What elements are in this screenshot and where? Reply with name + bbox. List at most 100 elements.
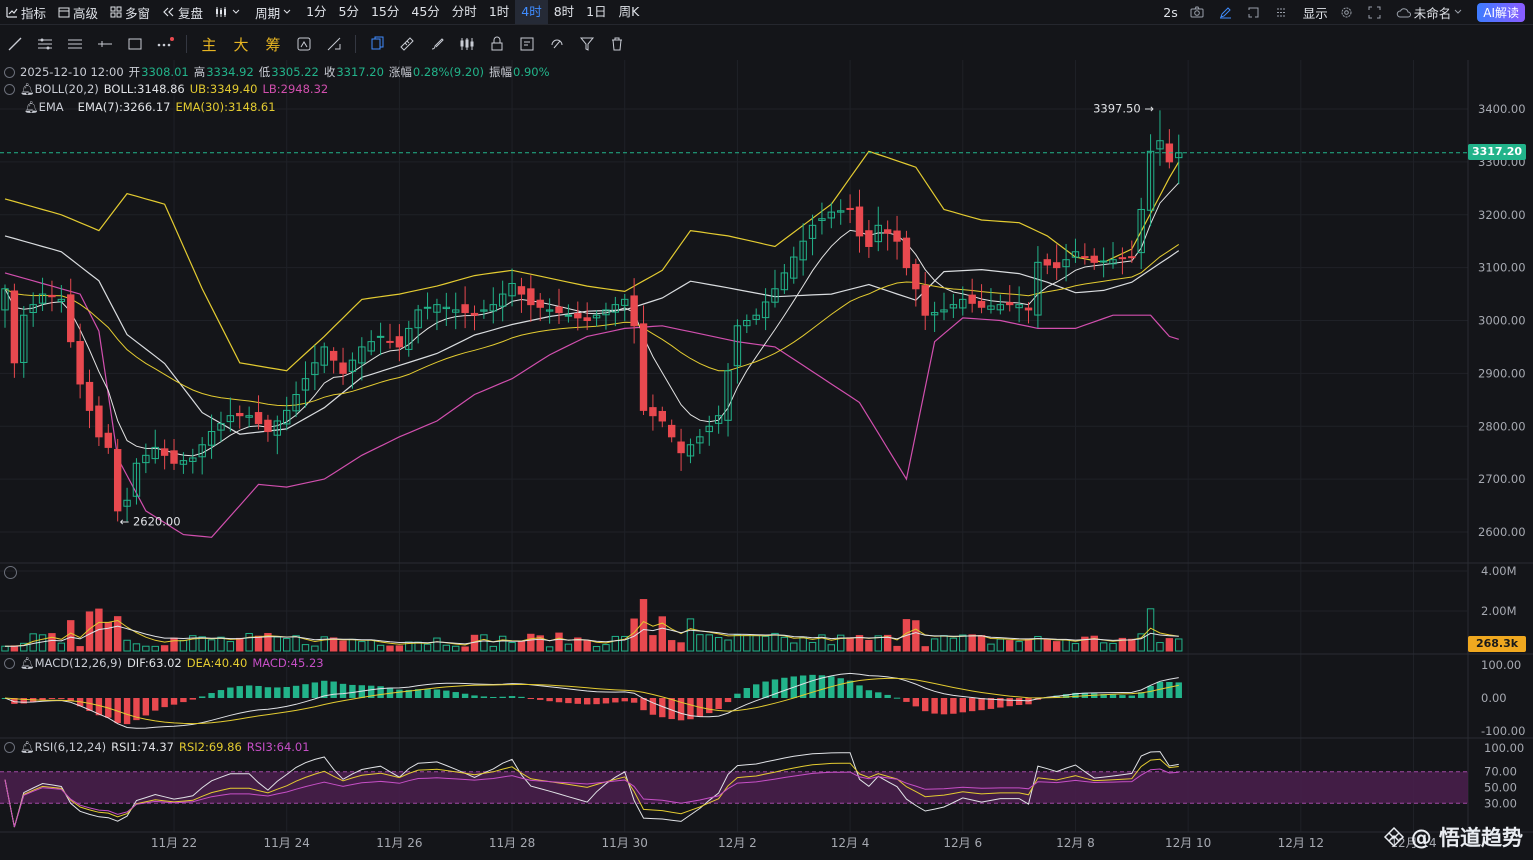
volume-bar [555, 632, 563, 652]
period-tab[interactable]: 1分 [306, 4, 327, 19]
candle-body [20, 314, 28, 363]
period-tab[interactable]: 5分 [338, 4, 359, 19]
candle-body [1128, 256, 1136, 259]
workspace-menu[interactable]: 未命名 [1390, 0, 1472, 24]
more-tools-icon[interactable] [150, 31, 180, 57]
price-tick-label: 2800.00 [1478, 419, 1526, 433]
ruler-icon[interactable] [392, 31, 422, 57]
volume-bar [1090, 635, 1098, 652]
refresh-interval[interactable]: 2s [1163, 4, 1178, 20]
layout-icon[interactable] [1269, 0, 1297, 24]
period-tab[interactable]: 45分 [411, 4, 440, 19]
alert-bell-icon[interactable]: 🔔︎ [20, 82, 35, 96]
advanced-menu[interactable]: 高级 [52, 0, 104, 24]
indicator-menu[interactable]: 指标 [0, 0, 52, 24]
candle-body [508, 282, 516, 297]
candle-body [245, 415, 253, 418]
candle-body [311, 362, 319, 376]
drawing-toolbar: 主 大 筹 [0, 30, 1533, 58]
macd-histogram-bar [236, 686, 243, 698]
compare-icon[interactable] [289, 31, 319, 57]
candle-body [1024, 307, 1033, 311]
big-order-button[interactable]: 大 [233, 35, 249, 54]
boll-name[interactable]: BOLL(20,2) [34, 82, 99, 96]
macd-histogram-bar [743, 688, 751, 698]
macd-histogram-bar [11, 698, 18, 704]
alert-bell-icon[interactable]: 🔔︎ [24, 100, 39, 114]
macd-histogram-bar [640, 698, 647, 711]
trend-line-icon[interactable] [0, 31, 30, 57]
macd-histogram-bar [1119, 695, 1126, 698]
volume-bar [1099, 642, 1108, 652]
candle-body [902, 237, 911, 269]
macd-histogram-bar [593, 698, 600, 705]
alert-bell-icon[interactable]: 🔔︎ [20, 656, 35, 670]
camera-icon[interactable] [1184, 0, 1213, 24]
rsi-name[interactable]: RSI(6,12,24) [34, 740, 107, 754]
period-tabs: 1分 5分 15分 45分 分时 1时 4时 8时 1日 周K [300, 0, 645, 24]
volume-bar [301, 644, 310, 652]
pen-icon[interactable] [1213, 0, 1241, 24]
macd-name[interactable]: MACD(12,26,9) [34, 656, 122, 670]
fullscreen-window-icon[interactable] [1241, 0, 1269, 24]
volume-bar [104, 621, 112, 652]
candle-body [423, 306, 432, 309]
replay-menu[interactable]: 复盘 [156, 0, 209, 24]
macd-histogram-bar [978, 698, 985, 711]
filter-icon[interactable] [572, 31, 602, 57]
period-tab[interactable]: 4时 [515, 0, 548, 24]
candle-pattern-icon[interactable] [452, 31, 482, 57]
candle-body [808, 224, 817, 239]
multiwindow-menu[interactable]: 多窗 [104, 0, 156, 24]
note-icon[interactable] [512, 31, 542, 57]
brush-icon[interactable] [422, 31, 452, 57]
candle-body [461, 304, 469, 314]
candle-body [151, 446, 159, 460]
ai-interpret-button[interactable]: AI解读 [1477, 2, 1525, 22]
copy-icon[interactable] [362, 31, 392, 57]
volume-bar [452, 645, 460, 652]
trash-icon[interactable] [602, 31, 632, 57]
candlestick-chart[interactable]: 2600.00 2700.00 2800.00 2900.00 3000.00 3100.… [0, 60, 1533, 860]
main-force-button[interactable]: 主 [201, 35, 217, 54]
ema-name[interactable]: EMA [38, 100, 64, 114]
macd-histogram-bar [368, 685, 375, 698]
display-menu[interactable]: 显示 [1302, 5, 1328, 21]
cycle-menu[interactable]: 周期 [249, 0, 300, 24]
visibility-icon[interactable] [4, 741, 15, 753]
visibility-icon[interactable] [4, 66, 15, 78]
parallel-channel-icon[interactable] [30, 31, 60, 57]
macd-histogram-bar [997, 698, 1004, 708]
horizontal-ray-icon[interactable] [90, 31, 120, 57]
expand-icon[interactable] [1362, 0, 1390, 24]
alert-bell-icon[interactable]: 🔔︎ [20, 740, 35, 754]
macd-histogram-bar [358, 685, 366, 698]
period-tab[interactable]: 1日 [586, 4, 607, 19]
horizontal-lines-icon[interactable] [60, 31, 90, 57]
measure-icon[interactable] [319, 31, 349, 57]
magnet-icon[interactable] [542, 31, 572, 57]
period-tab[interactable]: 分时 [451, 4, 477, 19]
settings-icon[interactable] [1334, 0, 1362, 24]
price-tick-label: 2600.00 [1478, 525, 1526, 539]
period-tab[interactable]: 周K [618, 4, 640, 19]
expand-chevron-icon[interactable] [4, 566, 17, 579]
period-tab[interactable]: 15分 [370, 4, 400, 19]
high-value: 3334.92 [206, 65, 254, 79]
visibility-icon[interactable] [4, 657, 15, 669]
macd-histogram-bar [123, 698, 131, 725]
chip-distribution-button[interactable]: 筹 [265, 35, 281, 54]
candle-body [283, 409, 291, 425]
volume-bar [761, 635, 770, 652]
candle-body [67, 294, 75, 343]
volume-bar [743, 635, 751, 652]
chart-type-menu[interactable] [209, 0, 249, 24]
candle-body [940, 309, 948, 313]
candle-body [883, 229, 892, 234]
lock-icon[interactable] [482, 31, 512, 57]
period-tab[interactable]: 8时 [553, 4, 575, 19]
macd-histogram-bar [527, 698, 535, 699]
period-tab[interactable]: 1时 [488, 4, 510, 19]
rectangle-icon[interactable] [120, 31, 150, 57]
visibility-icon[interactable] [4, 83, 15, 95]
